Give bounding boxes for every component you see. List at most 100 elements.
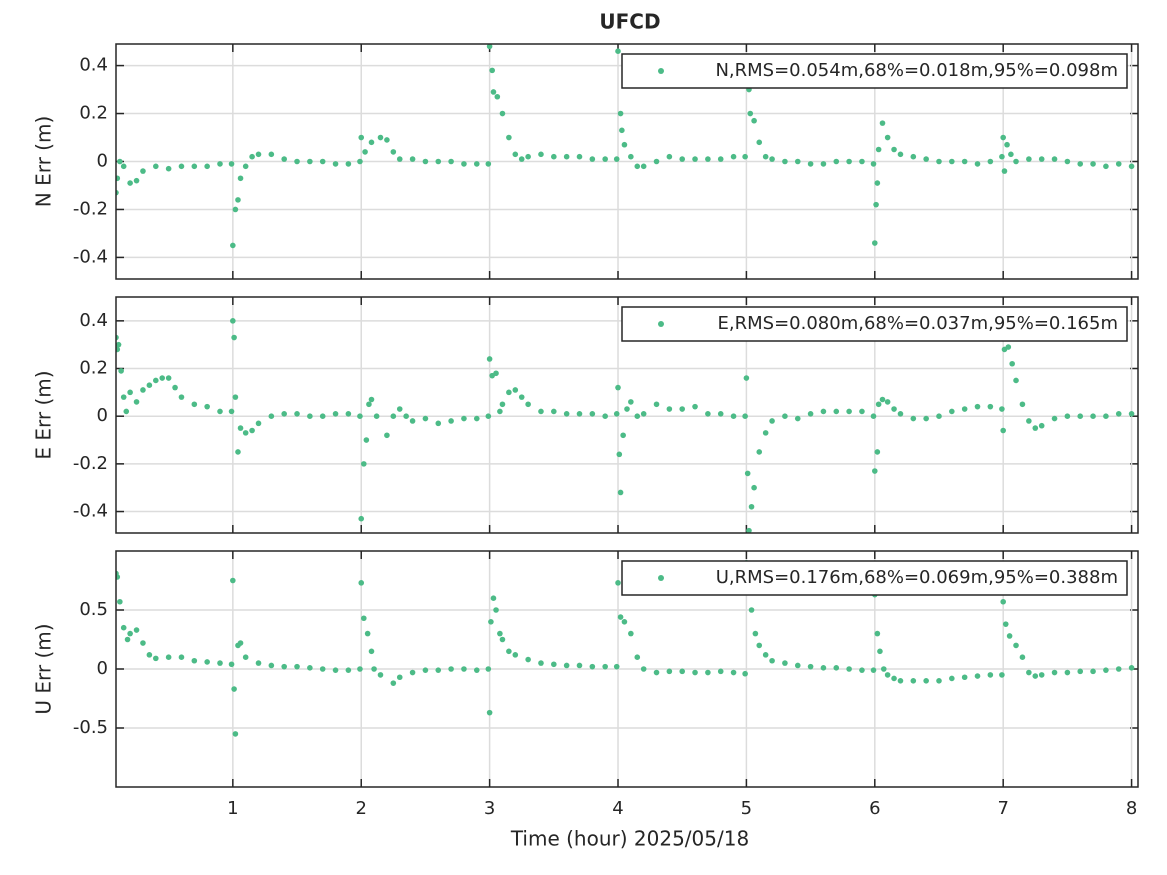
- point: [1128, 163, 1135, 170]
- point: [640, 666, 647, 672]
- point: [489, 67, 495, 74]
- point: [127, 630, 133, 637]
- point: [730, 669, 737, 676]
- point: [910, 153, 917, 160]
- point: [746, 527, 752, 533]
- points: [116, 318, 1135, 533]
- point: [871, 240, 878, 246]
- y-tick-label: 0.2: [79, 103, 108, 124]
- point: [769, 657, 775, 664]
- point: [874, 630, 881, 637]
- point: [576, 411, 583, 417]
- point: [1064, 158, 1071, 165]
- point: [679, 668, 686, 675]
- point: [987, 403, 994, 410]
- point: [360, 615, 367, 622]
- point: [242, 654, 249, 660]
- axes-frame: [115, 550, 1139, 788]
- point: [358, 580, 365, 586]
- point: [616, 451, 623, 458]
- point: [377, 134, 384, 141]
- point: [368, 396, 375, 403]
- point: [133, 399, 140, 405]
- point: [178, 394, 185, 400]
- point: [666, 668, 673, 675]
- point: [506, 134, 512, 141]
- point: [377, 672, 384, 678]
- point: [448, 418, 454, 424]
- point: [116, 341, 122, 348]
- point: [512, 151, 519, 158]
- point: [307, 413, 313, 419]
- point: [717, 411, 724, 417]
- point: [897, 678, 904, 684]
- point: [692, 156, 698, 162]
- point: [422, 415, 429, 422]
- point: [228, 161, 235, 167]
- point: [204, 163, 210, 170]
- point: [613, 411, 620, 417]
- point: [859, 158, 865, 165]
- subplot: -0.5 0 0.5 1 2 3 4 5 6 7 8 U Err (m) Time (hour) 202…: [32, 550, 1139, 851]
- point: [833, 665, 840, 671]
- point: [249, 427, 255, 434]
- point: [497, 408, 503, 415]
- point: [165, 375, 172, 381]
- point: [332, 161, 339, 167]
- point: [705, 156, 711, 162]
- point: [999, 406, 1005, 412]
- point: [576, 153, 583, 160]
- point: [742, 670, 748, 677]
- point: [332, 667, 339, 673]
- point: [237, 425, 244, 431]
- point: [628, 153, 634, 160]
- point: [705, 669, 711, 676]
- point: [390, 680, 397, 686]
- subplot: -0.4 -0.2 0 0.2 0.4 E Err (m) E,RMS=0.080m,68%…: [32, 296, 1139, 534]
- point: [235, 449, 241, 455]
- point: [949, 408, 955, 415]
- point: [1115, 161, 1122, 167]
- point: [891, 406, 897, 412]
- point: [1013, 158, 1019, 165]
- point: [486, 44, 493, 50]
- point: [807, 161, 814, 167]
- point: [396, 406, 403, 412]
- point: [307, 665, 313, 671]
- point: [794, 158, 801, 165]
- point: [435, 667, 442, 673]
- point: [1032, 425, 1039, 431]
- point: [307, 158, 313, 165]
- point: [615, 580, 621, 586]
- point: [494, 93, 501, 100]
- point: [1038, 422, 1045, 429]
- point: [1115, 666, 1122, 672]
- point: [538, 660, 544, 666]
- point: [891, 675, 897, 682]
- point: [525, 656, 531, 663]
- point: [884, 672, 891, 678]
- point: [871, 468, 878, 474]
- point: [518, 156, 525, 162]
- point: [345, 411, 352, 417]
- point: [461, 415, 467, 422]
- point: [879, 396, 886, 403]
- point: [362, 149, 368, 155]
- legend-marker: [658, 68, 664, 74]
- point: [743, 375, 750, 381]
- point: [756, 139, 763, 146]
- point: [717, 156, 724, 162]
- point: [118, 368, 124, 374]
- point: [730, 153, 737, 160]
- point: [473, 415, 480, 422]
- point: [666, 153, 673, 160]
- point: [231, 686, 237, 692]
- point: [974, 161, 981, 167]
- point: [859, 667, 865, 673]
- point: [363, 437, 370, 443]
- y-tick-label: -0.5: [73, 717, 108, 738]
- point: [461, 161, 467, 167]
- point: [133, 177, 140, 184]
- point: [499, 401, 506, 408]
- point: [910, 678, 917, 684]
